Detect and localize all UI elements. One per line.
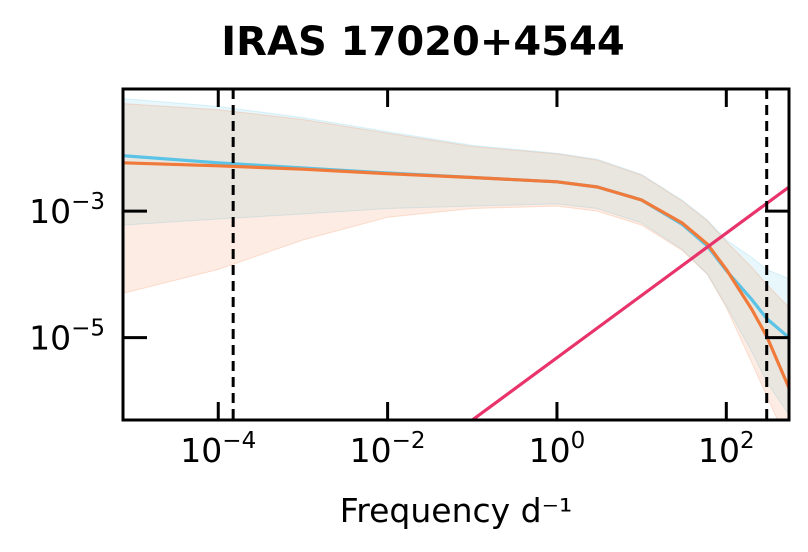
x-tick-label-1: 10−2 (350, 428, 426, 470)
y-tick-labels: 10−3 10−5 (29, 189, 105, 358)
y-tick-label-0: 10−3 (29, 189, 105, 231)
series-line-1 (123, 161, 789, 389)
y-tick-label-1: 10−5 (29, 316, 105, 358)
series-line-2 (471, 185, 789, 420)
series-band-0 (123, 98, 789, 416)
chart-title: IRAS 17020+4544 (221, 19, 624, 65)
x-tick-label-3: 102 (698, 428, 755, 470)
series-band-1 (123, 103, 789, 420)
x-tick-label-0: 10−4 (180, 428, 256, 470)
axis-ticks (123, 89, 789, 420)
x-tick-label-2: 100 (529, 428, 586, 470)
x-axis-label: Frequency d⁻¹ (340, 491, 573, 530)
series-lines (123, 154, 789, 420)
x-tick-labels: 10−4 10−2 100 102 (180, 428, 754, 470)
reference-lines (231, 89, 769, 420)
plot-frame (121, 87, 791, 422)
x-axis-label-text: Frequency d⁻¹ (340, 491, 573, 530)
confidence-bands (123, 98, 789, 420)
